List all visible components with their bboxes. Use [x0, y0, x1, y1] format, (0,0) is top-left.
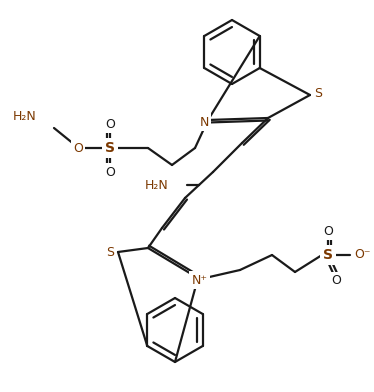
- Text: H₂N: H₂N: [13, 109, 37, 123]
- Text: O: O: [105, 165, 115, 178]
- Text: S: S: [323, 248, 333, 262]
- Text: N⁺: N⁺: [192, 274, 208, 287]
- Text: S: S: [105, 141, 115, 155]
- Text: O: O: [73, 142, 83, 154]
- Text: S: S: [314, 87, 322, 100]
- Text: O: O: [323, 225, 333, 238]
- Text: N: N: [199, 116, 209, 129]
- Text: O: O: [105, 118, 115, 131]
- Text: O⁻: O⁻: [355, 249, 371, 261]
- Text: H₂N: H₂N: [145, 178, 169, 192]
- Text: S: S: [106, 245, 114, 258]
- Text: O: O: [331, 274, 341, 287]
